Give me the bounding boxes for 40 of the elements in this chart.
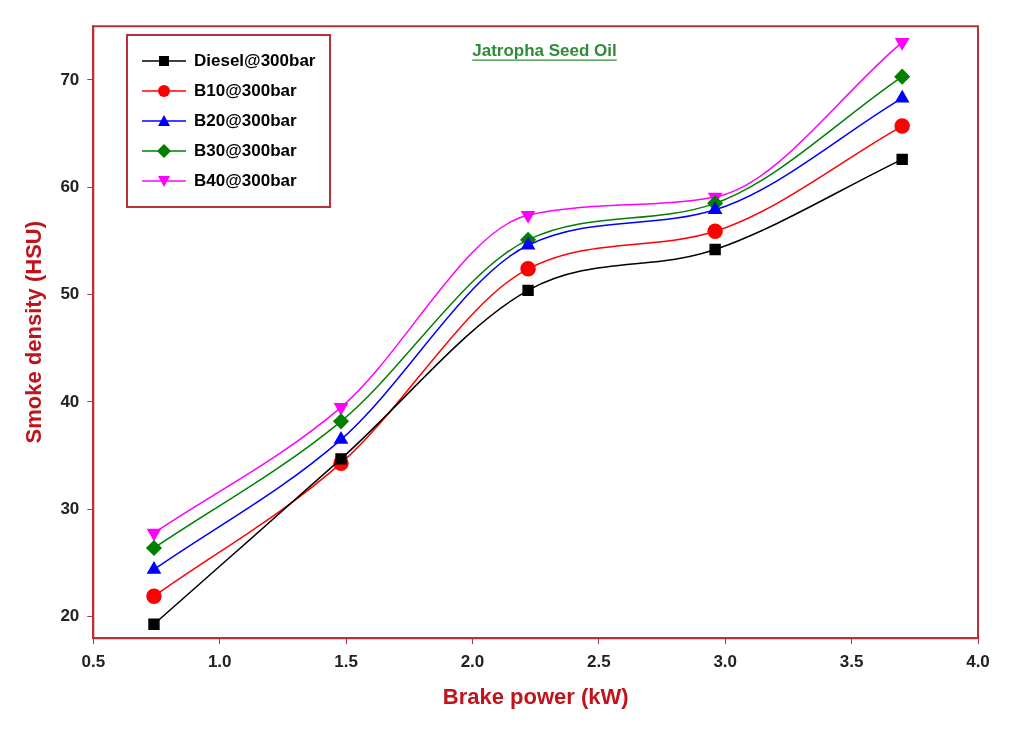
x-tick-label: 2.5 xyxy=(587,652,611,672)
legend-label: B10@300bar xyxy=(194,81,297,101)
point xyxy=(896,153,908,166)
point xyxy=(894,68,910,85)
x-axis-title: Brake power (kW) xyxy=(442,683,629,709)
point xyxy=(146,588,162,605)
annotation: Jatropha Seed Oil xyxy=(472,41,617,61)
y-tick-label: 50 xyxy=(60,284,80,304)
y-tick-label: 60 xyxy=(60,176,80,196)
point xyxy=(333,413,349,430)
y-tick-label: 40 xyxy=(60,391,80,411)
legend-label: B20@300bar xyxy=(194,111,297,131)
y-axis-title: Smoke density (HSU) xyxy=(21,220,47,444)
point xyxy=(708,202,722,215)
x-tick-label: 2.0 xyxy=(460,652,485,672)
y-tick-label: 30 xyxy=(60,499,80,519)
point xyxy=(894,118,910,134)
legend-label: B40@300bar xyxy=(194,171,297,191)
legend-label: Diesel@300bar xyxy=(194,51,316,71)
legend-label: B30@300bar xyxy=(194,141,297,161)
x-tick-label: 0.5 xyxy=(81,652,106,672)
x-tick-label: 1.0 xyxy=(207,652,232,672)
x-tick-label: 1.5 xyxy=(334,652,358,672)
point xyxy=(895,90,909,103)
point xyxy=(147,528,161,541)
point xyxy=(146,540,162,556)
y-tick-label: 20 xyxy=(60,606,80,626)
point xyxy=(520,261,536,277)
x-tick-label: 4.0 xyxy=(966,652,990,672)
point xyxy=(521,237,535,250)
x-tick-label: 3.0 xyxy=(713,652,738,672)
point xyxy=(335,453,347,465)
point xyxy=(148,618,160,630)
point xyxy=(521,210,535,223)
point xyxy=(709,243,721,256)
point xyxy=(147,561,161,574)
point xyxy=(707,223,723,240)
x-tick-label: 3.5 xyxy=(839,652,864,672)
y-tick-label: 70 xyxy=(60,69,80,89)
point xyxy=(522,284,534,297)
